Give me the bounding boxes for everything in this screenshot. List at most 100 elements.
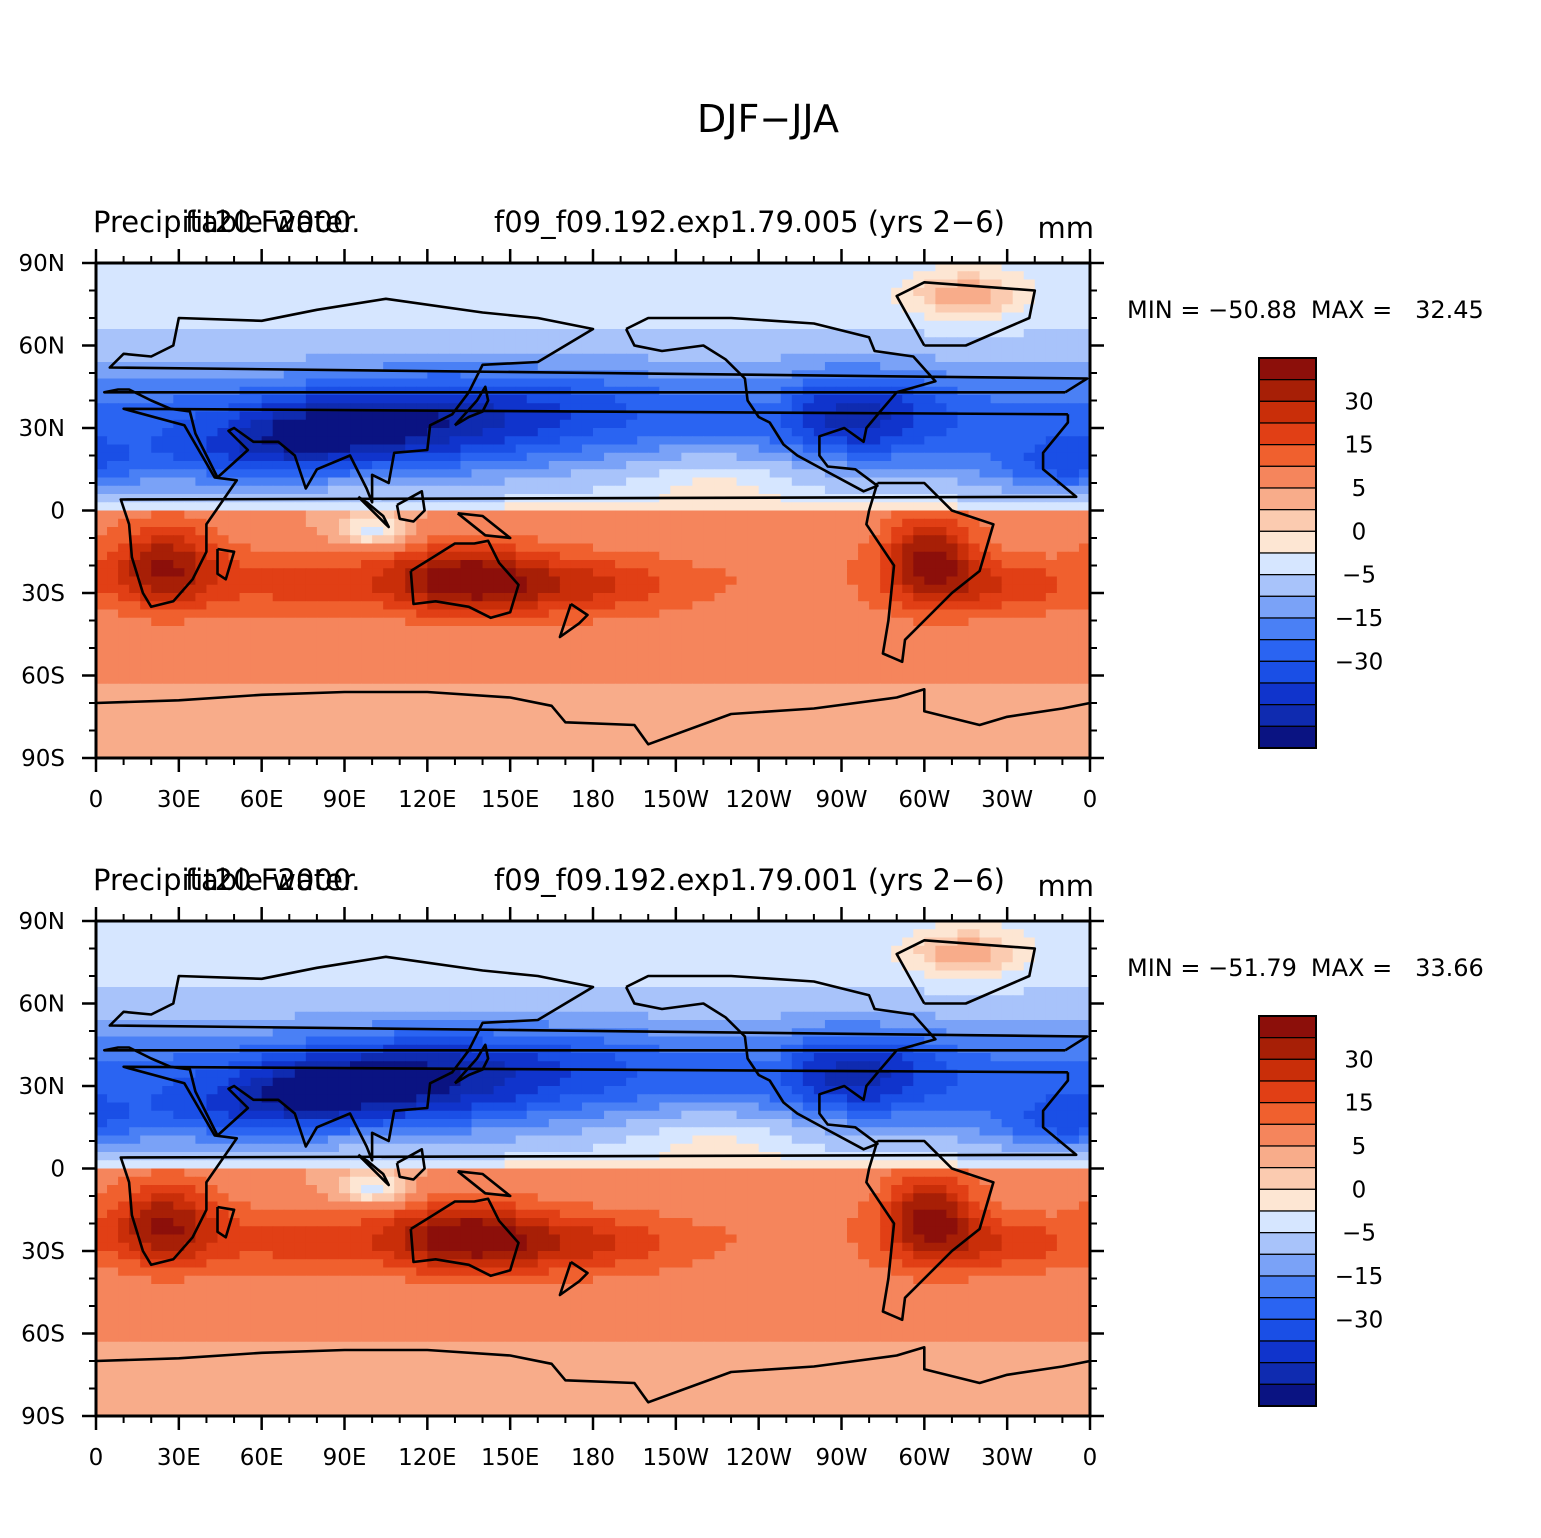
field-cell — [924, 271, 936, 281]
field-cell — [968, 510, 981, 520]
field-cell — [935, 411, 948, 421]
field-cell — [835, 452, 848, 462]
field-cell — [1023, 362, 1036, 371]
field-cell — [979, 667, 992, 677]
field-cell — [990, 452, 1003, 462]
field-cell — [957, 353, 970, 363]
field-cell — [107, 370, 119, 380]
field-cell — [924, 452, 936, 462]
field-cell — [648, 692, 660, 701]
field-cell — [813, 395, 826, 404]
field-cell — [891, 461, 903, 470]
field-cell — [261, 320, 274, 330]
field-cell — [548, 271, 561, 281]
field-cell — [195, 436, 208, 446]
field-cell — [504, 510, 517, 520]
field-cell — [902, 436, 914, 446]
field-cell — [504, 576, 517, 586]
field-cell — [858, 362, 870, 371]
field-cell — [626, 279, 638, 289]
field-cell — [979, 428, 992, 437]
field-cell — [1078, 576, 1091, 586]
field-cell — [769, 452, 782, 462]
field-cell — [604, 395, 616, 404]
field-cell — [118, 320, 130, 330]
field-cell — [791, 535, 804, 545]
field-cell — [272, 510, 285, 520]
field-cell — [118, 312, 130, 322]
field-cell — [305, 543, 318, 553]
field-cell — [924, 551, 936, 561]
field-cell — [824, 312, 837, 322]
field-cell — [239, 411, 252, 421]
field-cell — [813, 263, 826, 272]
field-cell — [946, 271, 959, 281]
field-cell — [316, 560, 329, 569]
field-cell — [228, 271, 241, 281]
field-cell — [228, 485, 241, 495]
field-cell — [593, 576, 605, 586]
field-cell — [692, 436, 705, 446]
field-cell — [957, 263, 970, 272]
field-cell — [261, 716, 274, 726]
field-cell — [537, 395, 550, 404]
field-cell — [338, 477, 351, 487]
field-cell — [659, 428, 671, 437]
field-cell — [239, 271, 252, 281]
field-cell — [228, 411, 241, 421]
field-cell — [338, 675, 351, 685]
field-cell — [96, 279, 108, 289]
field-cell — [350, 617, 362, 627]
field-cell — [1067, 543, 1080, 553]
field-cell — [173, 345, 185, 355]
field-cell — [1001, 378, 1014, 388]
field-cell — [151, 370, 163, 380]
field-cell — [427, 353, 439, 363]
field-cell — [637, 395, 649, 404]
field-cell — [802, 659, 815, 668]
field-cell — [526, 485, 539, 495]
field-cell — [979, 329, 992, 338]
field-cell — [968, 617, 981, 627]
field-cell — [1078, 337, 1091, 347]
field-cell — [559, 370, 572, 380]
field-cell — [593, 279, 605, 289]
field-cell — [593, 320, 605, 330]
field-cell — [184, 395, 196, 404]
field-cell — [350, 518, 362, 528]
field-cell — [990, 312, 1003, 322]
field-cell — [526, 692, 539, 701]
field-cell — [979, 551, 992, 561]
field-cell — [968, 560, 981, 569]
field-cell — [239, 469, 252, 479]
field-cell — [1034, 584, 1047, 594]
field-cell — [283, 279, 296, 289]
field-cell — [129, 370, 141, 380]
field-cell — [1045, 477, 1058, 487]
field-cell — [858, 296, 870, 305]
field-cell — [548, 353, 561, 363]
field-cell — [239, 551, 252, 561]
field-cell — [1034, 287, 1047, 297]
field-cell — [626, 659, 638, 668]
field-cell — [979, 287, 992, 297]
field-cell — [162, 485, 174, 495]
field-cell — [968, 543, 981, 553]
field-cell — [570, 485, 583, 495]
field-cell — [946, 675, 959, 685]
field-cell — [835, 551, 848, 561]
field-cell — [383, 510, 395, 520]
field-cell — [935, 337, 948, 347]
field-cell — [427, 337, 439, 347]
field-cell — [604, 650, 616, 660]
field-cell — [305, 642, 318, 652]
field-cell — [570, 353, 583, 363]
field-cell — [250, 568, 263, 578]
field-cell — [725, 428, 738, 437]
field-cell — [548, 609, 561, 619]
field-cell — [261, 469, 274, 479]
field-cell — [361, 716, 373, 726]
field-cell — [979, 626, 992, 635]
field-cell — [206, 452, 219, 462]
field-cell — [559, 634, 572, 644]
